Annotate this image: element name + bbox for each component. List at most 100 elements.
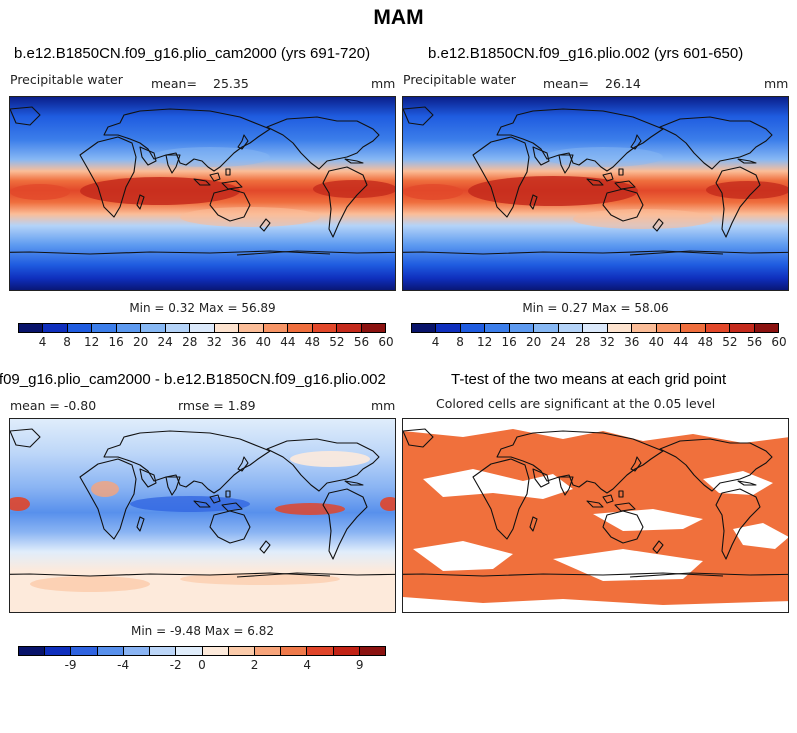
colorbar-cell bbox=[681, 324, 706, 332]
panel1-mean-value: 25.35 bbox=[213, 76, 249, 91]
panel1-units: mm bbox=[371, 76, 396, 91]
colorbar-tick-label: 8 bbox=[63, 335, 71, 349]
colorbar-tick-label: 48 bbox=[697, 335, 714, 349]
colorbar-cell bbox=[43, 324, 68, 332]
colorbar-cell bbox=[97, 647, 124, 655]
colorbar-tick-label: 4 bbox=[303, 658, 311, 672]
panel3-colorbar bbox=[18, 646, 386, 656]
colorbar-tick-label: 52 bbox=[329, 335, 345, 349]
significance-fill bbox=[403, 419, 788, 612]
colorbar-tick-label: 52 bbox=[722, 335, 738, 349]
colorbar-cell bbox=[509, 324, 535, 332]
colorbar-tick-label: 4 bbox=[431, 335, 440, 349]
colorbar-cell bbox=[705, 324, 731, 332]
panel2-mean-label: mean= bbox=[543, 76, 589, 91]
colorbar-cell bbox=[558, 324, 584, 332]
colorbar-tick-label: 8 bbox=[456, 335, 464, 349]
colorbar-tick-label: 12 bbox=[476, 335, 493, 349]
panel3-min-max: Min = -9.48 Max = 6.82 bbox=[130, 624, 275, 638]
panel3-title-clip: b.e12.B1850CN.f09_g16.plio_cam2000 - b.e… bbox=[0, 371, 470, 391]
panel1-map bbox=[9, 96, 396, 291]
colorbar-cell bbox=[45, 647, 72, 655]
colorbar-cell bbox=[92, 324, 117, 332]
colorbar-cell bbox=[485, 324, 510, 332]
panel1-colorbar bbox=[18, 323, 386, 333]
colorbar-cell bbox=[254, 647, 282, 655]
colorbar-cell bbox=[202, 647, 229, 655]
colorbar-tick-label: 56 bbox=[746, 335, 763, 349]
colorbar-cell bbox=[754, 324, 779, 332]
colorbar-tick-label: -9 bbox=[64, 658, 77, 672]
colorbar-tick-label: 36 bbox=[231, 335, 247, 349]
colorbar-cell bbox=[71, 647, 98, 655]
colorbar-cell bbox=[412, 324, 437, 332]
colorbar-tick-label: 44 bbox=[280, 335, 296, 349]
colorbar-tick-label: 40 bbox=[255, 335, 271, 349]
colorbar-cell bbox=[583, 324, 608, 332]
colorbar-tick-label: -2 bbox=[169, 658, 182, 672]
panel1-min-max: Min = 0.32 Max = 56.89 bbox=[129, 301, 276, 315]
panel3-map bbox=[9, 418, 396, 613]
panel2-title: b.e12.B1850CN.f09_g16.plio.002 (yrs 601-… bbox=[428, 45, 744, 62]
panel1-title: b.e12.B1850CN.f09_g16.plio_cam2000 (yrs … bbox=[14, 45, 371, 62]
colorbar-tick-label: 44 bbox=[673, 335, 689, 349]
panel1-variable-label: Precipitable water bbox=[10, 72, 123, 87]
panel3-units: mm bbox=[371, 398, 396, 413]
colorbar-tick-label: 32 bbox=[599, 335, 615, 349]
colorbar-tick-label: 28 bbox=[182, 335, 198, 349]
colorbar-tick-label: 24 bbox=[157, 335, 173, 349]
panel3-mean: mean = -0.80 bbox=[10, 398, 97, 413]
panel2-units: mm bbox=[764, 76, 789, 91]
colorbar-tick-label: 56 bbox=[353, 335, 370, 349]
colorbar-tick-label: 12 bbox=[83, 335, 100, 349]
panel3-title: b.e12.B1850CN.f09_g16.plio_cam2000 - b.e… bbox=[0, 371, 386, 388]
panel3-rmse: rmse = 1.89 bbox=[178, 398, 256, 413]
colorbar-tick-label: 4 bbox=[38, 335, 47, 349]
colorbar-cell bbox=[534, 324, 559, 332]
colorbar-cell bbox=[288, 324, 313, 332]
colorbar-cell bbox=[359, 647, 386, 655]
colorbar-cell bbox=[361, 324, 386, 332]
colorbar-cell bbox=[141, 324, 166, 332]
colorbar-cell bbox=[165, 324, 191, 332]
colorbar-cell bbox=[214, 324, 240, 332]
colorbar-tick-label: 28 bbox=[575, 335, 591, 349]
colorbar-tick-label: 40 bbox=[648, 335, 664, 349]
colorbar-cell bbox=[632, 324, 657, 332]
figure-title: MAM bbox=[373, 6, 424, 29]
panel1-mean-label: mean= bbox=[151, 76, 197, 91]
panel2-colorbar-ticks: 4 8 12 16 20 24 28 32 36 40 44 48 52 56 60 bbox=[411, 335, 787, 349]
colorbar-cell bbox=[123, 647, 151, 655]
colorbar-cell bbox=[150, 647, 177, 655]
colorbar-cell bbox=[607, 324, 633, 332]
colorbar-tick-label: 16 bbox=[108, 335, 124, 349]
panel4-title: T-test of the two means at each grid poi… bbox=[451, 371, 727, 388]
panel2-mean-value: 26.14 bbox=[605, 76, 641, 91]
colorbar-tick-label: 32 bbox=[206, 335, 222, 349]
colorbar-cell bbox=[730, 324, 755, 332]
colorbar-tick-label: 20 bbox=[133, 335, 149, 349]
colorbar-cell bbox=[176, 647, 203, 655]
colorbar-cell bbox=[19, 324, 44, 332]
colorbar-tick-label: 48 bbox=[304, 335, 321, 349]
colorbar-cell bbox=[460, 324, 486, 332]
panel3-colorbar-ticks: -9 -4 -2 0 2 4 9 bbox=[18, 658, 386, 672]
panel4-subtitle: Colored cells are significant at the 0.0… bbox=[436, 396, 716, 411]
colorbar-tick-label: -4 bbox=[117, 658, 130, 672]
colorbar-cell bbox=[190, 324, 215, 332]
panel2-min-max: Min = 0.27 Max = 58.06 bbox=[522, 301, 669, 315]
colorbar-cell bbox=[19, 647, 46, 655]
colorbar-cell bbox=[228, 647, 255, 655]
colorbar-cell bbox=[116, 324, 142, 332]
colorbar-cell bbox=[337, 324, 362, 332]
colorbar-tick-label: 60 bbox=[771, 335, 787, 349]
colorbar-tick-label: 16 bbox=[501, 335, 517, 349]
colorbar-cell bbox=[263, 324, 289, 332]
panel1-colorbar-ticks: 4 8 12 16 20 24 28 32 36 40 44 48 52 56 60 bbox=[18, 335, 394, 349]
colorbar-tick-label: 2 bbox=[250, 658, 259, 672]
colorbar-tick-label: 24 bbox=[550, 335, 566, 349]
colorbar-tick-label: 60 bbox=[378, 335, 394, 349]
colorbar-cell bbox=[67, 324, 93, 332]
colorbar-cell bbox=[239, 324, 264, 332]
colorbar-cell bbox=[307, 647, 334, 655]
